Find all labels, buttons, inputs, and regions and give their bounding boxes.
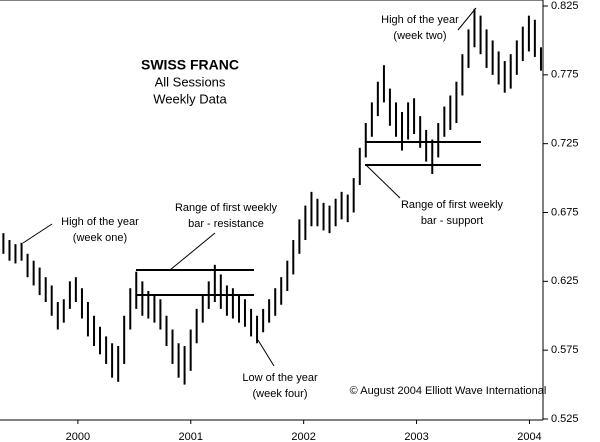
chart-subtitle: All Sessions	[155, 74, 226, 89]
y-tick-label: 0.775	[551, 69, 579, 81]
chart-subtitle: Weekly Data	[153, 91, 227, 106]
annotation: (week two)	[393, 30, 446, 42]
annotation: (week four)	[252, 388, 307, 400]
y-tick-label: 0.525	[551, 413, 579, 425]
annotation: Range of first weekly	[175, 202, 278, 214]
y-tick-label: 0.675	[551, 206, 579, 218]
annotation: bar - support	[421, 215, 483, 227]
x-tick-label: 2004	[517, 431, 541, 442]
annotation-leader	[365, 164, 401, 199]
x-tick-label: 2000	[66, 431, 90, 442]
annotation: High of the year	[381, 14, 459, 26]
x-tick-label: 2003	[404, 431, 428, 442]
y-tick-label: 0.575	[551, 344, 579, 356]
annotation-leader	[22, 223, 53, 244]
annotation-leader	[257, 339, 275, 367]
annotation: bar - resistance	[188, 218, 264, 230]
x-tick-label: 2001	[179, 431, 203, 442]
source-note: © August 2004 Elliott Wave International	[350, 385, 547, 397]
annotation-leader	[457, 7, 477, 31]
annotation: High of the year	[61, 216, 139, 228]
y-tick-label: 0.725	[551, 138, 579, 150]
y-tick-label: 0.625	[551, 275, 579, 287]
chart-title: SWISS FRANC	[141, 57, 239, 73]
x-tick-label: 2002	[291, 431, 315, 442]
annotation: Range of first weekly	[401, 199, 504, 211]
annotation: Low of the year	[242, 372, 318, 384]
y-tick-label: 0.825	[551, 0, 579, 12]
annotation-leader	[169, 232, 216, 271]
annotation: (week one)	[73, 232, 127, 244]
